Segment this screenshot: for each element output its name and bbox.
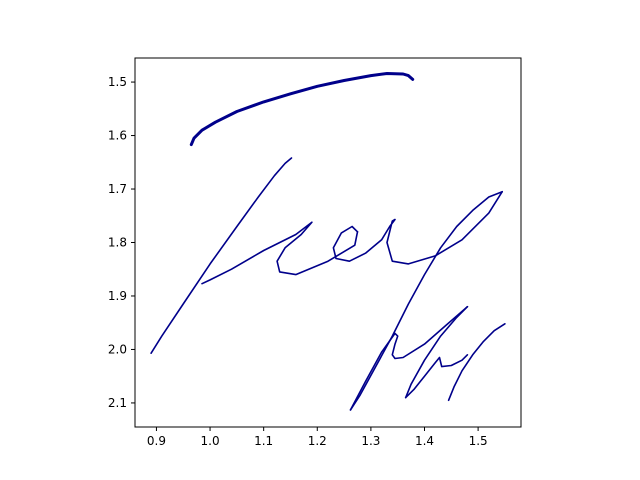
y-tick-label: 1.5 [108, 75, 127, 89]
x-tick-label: 1.0 [201, 434, 220, 448]
ink-stroke-1 [189, 72, 415, 147]
x-axis-ticks: 0.9 1.0 1.1 1.2 1.3 1.4 1.5 [147, 427, 488, 448]
y-tick-label: 1.9 [108, 289, 127, 303]
ink-stroke-9 [447, 322, 506, 402]
ink-stroke-3 [201, 221, 359, 285]
ink-stroke-5 [349, 190, 504, 411]
ink-stroke-7 [404, 305, 469, 399]
y-tick-label: 2.0 [108, 342, 127, 356]
y-tick-label: 1.7 [108, 182, 127, 196]
ink-strokes [150, 72, 506, 411]
y-tick-label: 1.8 [108, 236, 127, 250]
ink-stroke-4 [332, 190, 504, 265]
x-tick-label: 1.1 [254, 434, 273, 448]
x-tick-label: 1.4 [415, 434, 434, 448]
ink-stroke-6 [349, 305, 469, 411]
y-axis-ticks: 1.5 1.6 1.7 1.8 1.9 2.0 2.1 [108, 75, 135, 410]
y-tick-label: 2.1 [108, 396, 127, 410]
y-tick-label: 1.6 [108, 129, 127, 143]
ink-stroke-8 [404, 353, 469, 399]
x-tick-label: 1.2 [308, 434, 327, 448]
ink-stroke-2 [150, 157, 293, 355]
axes-frame [134, 57, 522, 428]
x-tick-label: 0.9 [147, 434, 166, 448]
x-tick-label: 1.3 [361, 434, 380, 448]
x-tick-label: 1.5 [469, 434, 488, 448]
